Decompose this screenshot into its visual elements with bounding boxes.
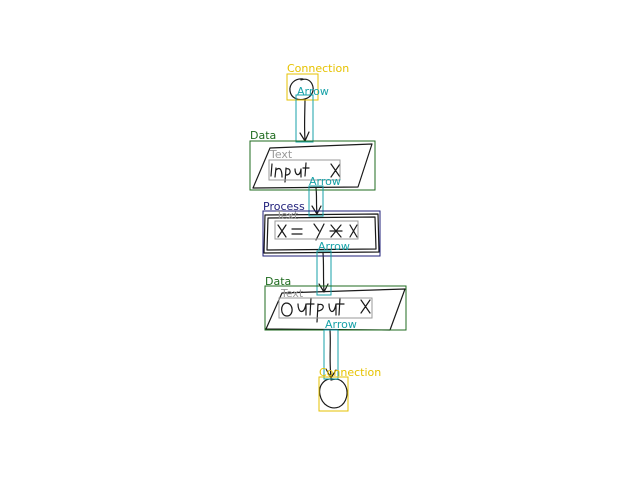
process-label: Process <box>263 200 305 213</box>
text-input-label: Text <box>269 148 293 161</box>
process-rect-inner <box>266 216 377 251</box>
arrow-4-box <box>323 329 339 380</box>
text-input-box <box>268 159 341 181</box>
process-rect-outer <box>263 213 380 254</box>
text-process-box <box>274 220 359 240</box>
data-input-box <box>249 140 376 191</box>
text-output-box <box>278 297 373 319</box>
text-process-label: Text <box>275 209 299 222</box>
process-handwriting <box>277 223 358 241</box>
connection-top-box <box>286 73 319 101</box>
arrow-1-label: Arrow <box>297 85 329 98</box>
connection-top-label: Connection <box>287 62 349 75</box>
output-handwriting <box>281 297 371 323</box>
text-output-label: Text <box>280 287 304 300</box>
arrow-3-stroke <box>322 252 325 292</box>
arrow-4-stroke <box>329 329 332 378</box>
data-input-label: Data <box>250 129 276 142</box>
input-handwriting <box>270 162 341 183</box>
input-data-shape <box>252 143 373 189</box>
arrow-4-head <box>325 368 337 379</box>
arrow-3-box <box>316 250 332 296</box>
end-terminal-circle <box>319 378 348 409</box>
process-box <box>262 210 381 257</box>
connection-bottom-box <box>318 376 349 412</box>
data-output-label: Data <box>265 275 291 288</box>
arrow-2-stroke <box>315 187 318 214</box>
arrow-4-label: Arrow <box>325 318 357 331</box>
arrow-2-label: Arrow <box>309 175 341 188</box>
connection-bottom-label: Connection <box>319 366 381 379</box>
arrow-3-label: Arrow <box>318 240 350 253</box>
arrow-1-box <box>295 94 314 143</box>
arrow-2-box <box>308 185 324 217</box>
